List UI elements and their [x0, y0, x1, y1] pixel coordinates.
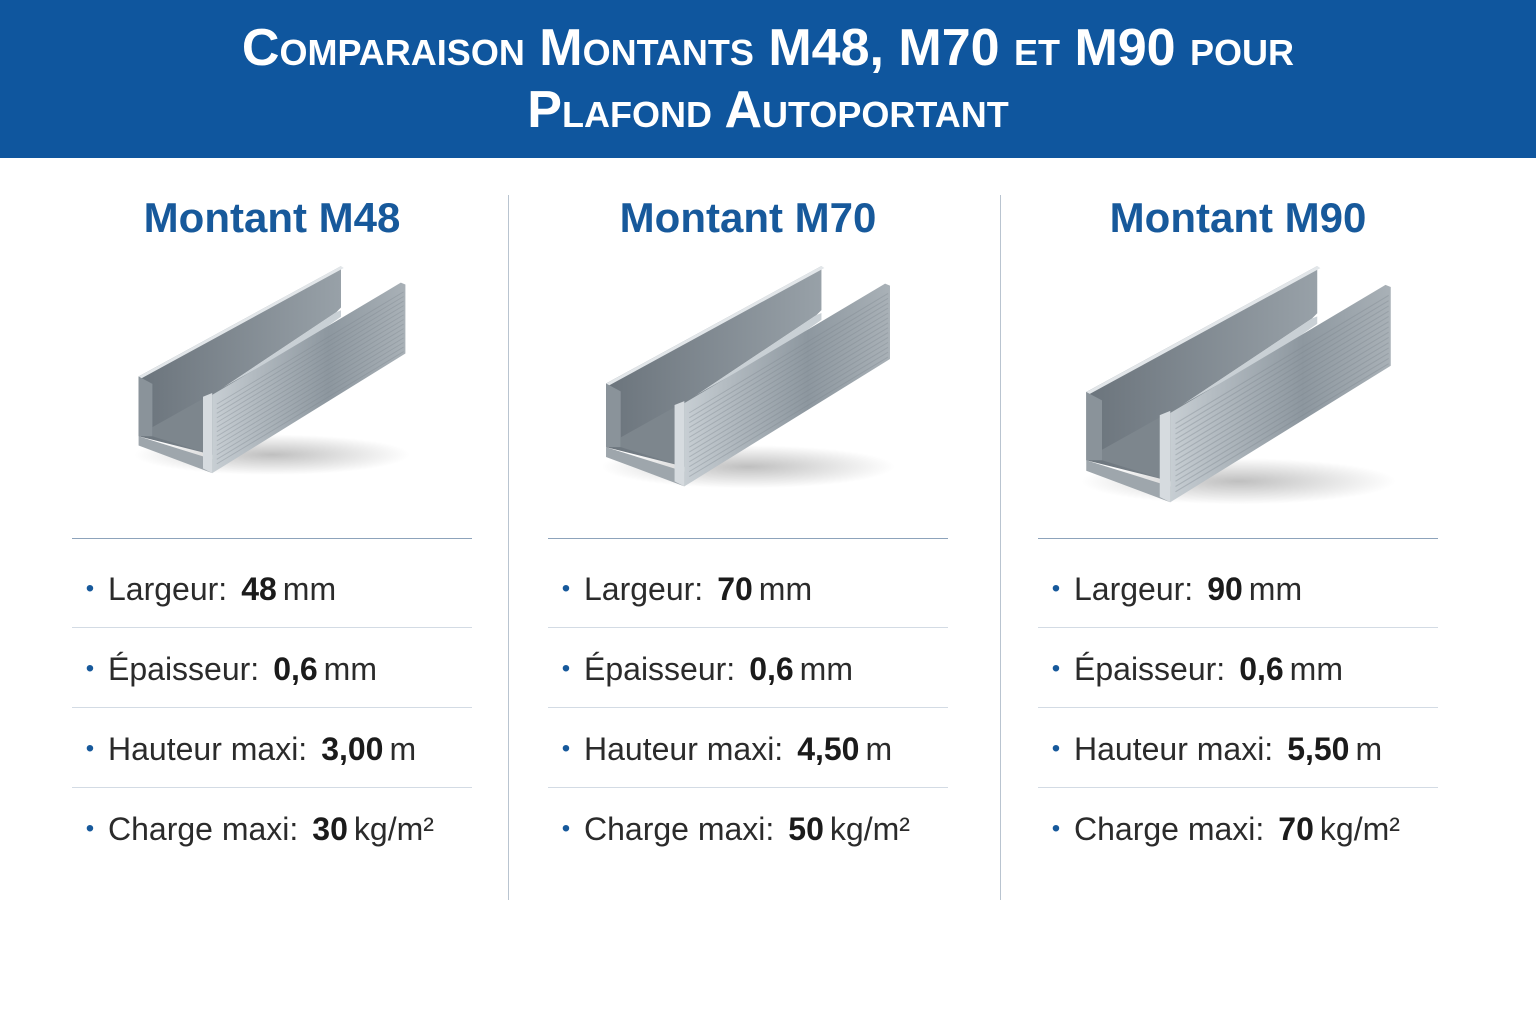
divider: [1000, 195, 1001, 900]
spec-value: 4,50: [797, 730, 860, 767]
spec-label: Épaisseur:: [1074, 650, 1226, 687]
header: Comparaison Montants M48, M70 et M90 pou…: [0, 0, 1536, 158]
profile-image: [601, 266, 895, 489]
spec-unit: mm: [282, 570, 337, 607]
column: Montant M70 • Largeur: 70 mm • Épaisseur: 0,6 m…: [548, 190, 948, 890]
spec-row: • Épaisseur: 0,6 mm: [1038, 630, 1438, 708]
profile-image: [134, 266, 410, 475]
bullet: •: [1051, 815, 1061, 842]
bullet: •: [561, 575, 571, 602]
spec-unit: mm: [1248, 570, 1303, 607]
spec-value: 5,50: [1287, 730, 1350, 767]
spec-value: 50: [788, 810, 824, 847]
spec-label: Charge maxi:: [584, 810, 775, 847]
spec-label: Charge maxi:: [1074, 810, 1265, 847]
spec-unit: kg/m²: [353, 810, 434, 847]
separator: [548, 787, 948, 788]
profile-image: [1080, 266, 1396, 505]
spec-label: Épaisseur:: [108, 650, 260, 687]
bullet: •: [85, 815, 95, 842]
spec-row: • Largeur: 70 mm: [548, 550, 948, 628]
bullet: •: [85, 655, 95, 682]
spec-row: • Charge maxi: 30 kg/m²: [72, 790, 472, 868]
spec-row: • Épaisseur: 0,6 mm: [548, 630, 948, 708]
spec-unit: mm: [1289, 650, 1343, 687]
column: Montant M48 • Largeur: 48 mm • Épaisseur: 0,6 m…: [72, 190, 472, 890]
separator: [72, 707, 472, 708]
bullet: •: [1051, 655, 1061, 682]
separator: [1038, 787, 1438, 788]
spec-row: • Largeur: 48 mm: [72, 550, 472, 628]
spec-value: 0,6: [749, 650, 794, 687]
spec-value: 0,6: [1239, 650, 1284, 687]
column-title: Montant M70: [619, 194, 877, 241]
spec-value: 0,6: [273, 650, 318, 687]
spec-label: Hauteur maxi:: [1074, 730, 1274, 767]
spec-label: Largeur:: [108, 570, 228, 607]
rule: [1038, 538, 1438, 539]
spec-label: Charge maxi:: [108, 810, 299, 847]
column-title: Montant M90: [1109, 194, 1367, 241]
title: Comparaison Montants M48, M70 et M90 pou…: [241, 19, 1295, 139]
spec-unit: kg/m²: [1319, 810, 1400, 847]
separator: [1038, 707, 1438, 708]
bullet: •: [85, 735, 95, 762]
spec-label: Hauteur maxi:: [108, 730, 308, 767]
separator: [548, 707, 948, 708]
separator: [1038, 627, 1438, 628]
spec-row: • Charge maxi: 50 kg/m²: [548, 790, 948, 868]
spec-value: 70: [717, 570, 753, 607]
spec-row: • Hauteur maxi: 3,00 m: [72, 710, 472, 788]
spec-value: 30: [312, 810, 348, 847]
rule: [548, 538, 948, 539]
spec-value: 3,00: [321, 730, 384, 767]
bullet: •: [1051, 575, 1061, 602]
spec-value: 48: [241, 570, 277, 607]
bullet: •: [561, 815, 571, 842]
spec-unit: mm: [758, 570, 813, 607]
spec-label: Largeur:: [584, 570, 704, 607]
spec-row: • Charge maxi: 70 kg/m²: [1038, 790, 1438, 868]
spec-label: Hauteur maxi:: [584, 730, 784, 767]
separator: [72, 787, 472, 788]
separator: [548, 627, 948, 628]
spec-value: 70: [1278, 810, 1314, 847]
bullet: •: [561, 735, 571, 762]
divider: [508, 195, 509, 900]
spec-row: • Épaisseur: 0,6 mm: [72, 630, 472, 708]
spec-unit: m: [865, 730, 893, 767]
bullet: •: [1051, 735, 1061, 762]
spec-unit: kg/m²: [829, 810, 910, 847]
column: Montant M90 • Largeur: 90 mm • Épaisseur: 0,6 m…: [1038, 190, 1438, 890]
spec-label: Largeur:: [1074, 570, 1194, 607]
spec-row: • Hauteur maxi: 4,50 m: [548, 710, 948, 788]
spec-unit: mm: [323, 650, 377, 687]
column-title: Montant M48: [143, 194, 401, 241]
rule: [72, 538, 472, 539]
spec-unit: m: [389, 730, 417, 767]
spec-unit: mm: [799, 650, 853, 687]
spec-label: Épaisseur:: [584, 650, 736, 687]
spec-unit: m: [1355, 730, 1383, 767]
bullet: •: [561, 655, 571, 682]
spec-value: 90: [1207, 570, 1243, 607]
spec-row: • Hauteur maxi: 5,50 m: [1038, 710, 1438, 788]
separator: [72, 627, 472, 628]
bullet: •: [85, 575, 95, 602]
spec-row: • Largeur: 90 mm: [1038, 550, 1438, 628]
